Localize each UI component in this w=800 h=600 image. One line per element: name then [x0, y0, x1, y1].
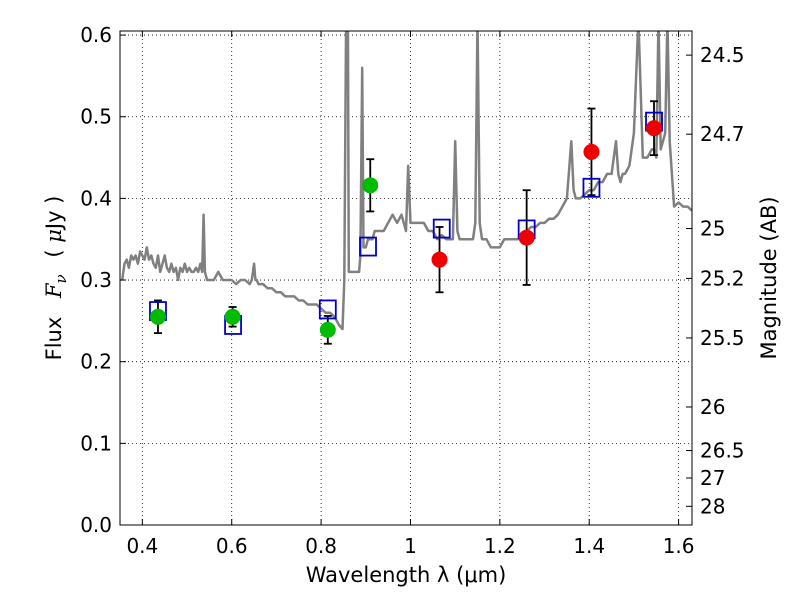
y-tick-label: 0.4 [80, 186, 112, 210]
errorbar-layer [153, 100, 659, 345]
spectrum-line [120, 31, 692, 331]
y2-tick-label: 25.2 [700, 266, 745, 290]
data-point [431, 251, 448, 268]
model-photometry-square [432, 218, 451, 239]
model-photometry-square [318, 299, 337, 320]
y2-axis-label: Magnitude (AB) [757, 196, 781, 359]
x-tick-label: 0.4 [126, 534, 158, 558]
data-point [319, 321, 336, 338]
x-tick-label: 1.4 [573, 534, 605, 558]
y-axis-label-prefix: Flux [42, 317, 66, 361]
model-photometry-square [359, 236, 377, 257]
y-tick-label: 0.1 [80, 431, 112, 455]
y2-tick-label: 26 [700, 395, 725, 419]
data-point [646, 120, 663, 137]
y-tick-label: 0.2 [80, 350, 112, 374]
y-tick-label: 0.5 [80, 105, 112, 129]
data-point [583, 143, 600, 160]
y2-tick-label: 24.5 [700, 43, 745, 67]
x-axis-label: Wavelength λ (μm) [306, 563, 507, 587]
data-point [518, 229, 535, 246]
y-axis-label-units-mu: μ [42, 229, 66, 243]
data-point [224, 308, 241, 325]
y-axis-label-units-open: ( [42, 243, 66, 258]
y-axis-label-symbol: F [42, 282, 66, 299]
y2-tick-label: 26.5 [700, 439, 745, 463]
model-photometry-square [582, 177, 601, 198]
ticks: 0.4 0.6 0.8 1 1.2 1.4 1.6 0.0 0.1 0.2 0.3 0.4 0.5 0.6… [80, 23, 744, 558]
y2-tick-label: 27 [700, 466, 725, 490]
y-tick-label: 0.0 [80, 513, 112, 537]
data-point [362, 177, 379, 194]
y2-tick-label: 24.7 [700, 122, 745, 146]
y-tick-label: 0.3 [80, 268, 112, 292]
y-axis-label: Flux Fν ( μJy ) [42, 196, 71, 361]
y-tick-label: 0.6 [80, 23, 112, 47]
square-layer [149, 111, 663, 335]
point-layer [149, 120, 663, 338]
spectrum-layer [120, 31, 692, 331]
plot-area [120, 31, 692, 345]
y-axis-label-subscript: ν [52, 274, 70, 283]
x-tick-label: 1 [404, 534, 417, 558]
data-point [149, 308, 166, 325]
x-tick-label: 0.8 [305, 534, 337, 558]
y2-tick-label: 28 [700, 494, 725, 518]
x-tick-label: 1.2 [484, 534, 516, 558]
y2-tick-label: 25.5 [700, 326, 745, 350]
y2-tick-label: 25 [700, 217, 725, 241]
x-tick-label: 0.6 [216, 534, 248, 558]
y-axis-label-units-rest: Jy ) [42, 196, 66, 232]
x-tick-label: 1.6 [663, 534, 695, 558]
